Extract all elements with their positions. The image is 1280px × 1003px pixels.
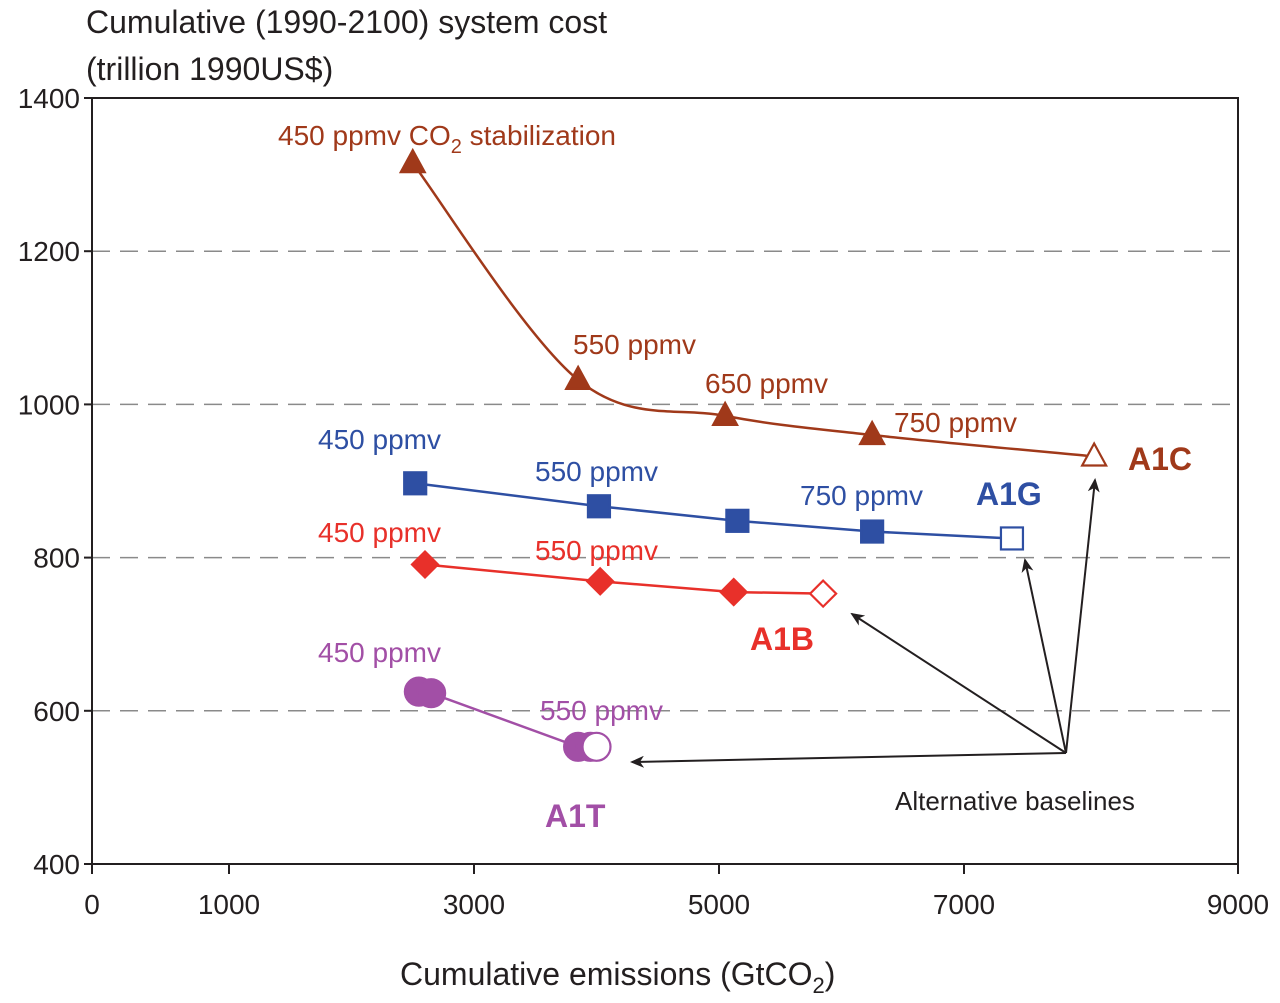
a1g-750-label: 750 ppmv: [800, 480, 923, 511]
arrow-to-a1b: [850, 612, 1067, 754]
point-a1g-1: [586, 494, 612, 519]
series: [398, 147, 1109, 762]
a1g-550-label: 550 ppmv: [535, 456, 658, 487]
x-tick-label: 5000: [688, 889, 750, 920]
axis-ticks: 400 600 800 1000 1200 1400 0 1000 3000 5000 7000 90…: [18, 83, 1269, 920]
series-line-a1b: [424, 563, 824, 595]
baseline-arrows: [630, 478, 1100, 768]
arrow-to-a1g: [1021, 558, 1067, 754]
y-tick-label: 800: [33, 543, 80, 574]
y-tick-label: 1400: [18, 83, 80, 114]
a1g-450-label: 450 ppmv: [318, 424, 441, 455]
y-tick-label: 600: [33, 696, 80, 727]
a1b-series-label: A1B: [750, 621, 814, 657]
a1b-450-label: 450 ppmv: [318, 517, 441, 548]
a1b-550-label: 550 ppmv: [535, 535, 658, 566]
a1c-450-label: 450 ppmv CO2 stabilization: [278, 120, 616, 158]
point-a1b-0: [410, 549, 440, 580]
point-a1b-2: [719, 577, 749, 607]
y-tick-label: 1200: [18, 236, 80, 267]
x-tick-label: 9000: [1207, 889, 1269, 920]
a1c-750-label: 750 ppmv: [894, 407, 1017, 438]
point-a1b-1: [585, 566, 615, 596]
a1c-550-label: 550 ppmv: [573, 329, 696, 360]
y-tick-label: 400: [33, 849, 80, 880]
alternative-baselines-label: Alternative baselines: [895, 786, 1135, 816]
x-tick-label: 1000: [198, 889, 260, 920]
x-tick-label: 3000: [443, 889, 505, 920]
a1t-550-label: 550 ppmv: [540, 695, 663, 726]
a1t-450-label: 450 ppmv: [318, 637, 441, 668]
a1c-series-label: A1C: [1128, 441, 1192, 477]
point-a1c-3: [858, 419, 886, 446]
point-a1g-2: [725, 508, 750, 533]
point-a1c-1: [564, 364, 592, 390]
x-tick-label: 7000: [933, 889, 995, 920]
a1c-650-label: 650 ppmv: [705, 368, 828, 399]
x-axis-title: Cumulative emissions (GtCO2): [400, 956, 835, 998]
arrow-to-a1c: [1065, 478, 1100, 754]
y-axis-title-line-2: (trillion 1990US$): [86, 51, 333, 87]
point-a1c-0: [398, 147, 427, 174]
y-tick-label: 1000: [18, 389, 80, 420]
x-tick-label: 0: [84, 889, 100, 920]
point-a1t-4: [581, 731, 612, 762]
point-a1c-2: [711, 400, 739, 426]
a1g-series-label: A1G: [976, 476, 1042, 512]
point-a1g-0: [403, 471, 428, 496]
point-a1t-1: [416, 678, 447, 709]
y-axis-title-line-1: Cumulative (1990-2100) system cost: [86, 4, 607, 40]
point-a1c-4: [1080, 441, 1109, 467]
arrow-to-a1t: [630, 752, 1067, 768]
point-a1g-3: [860, 519, 885, 544]
a1t-series-label: A1T: [545, 798, 606, 834]
gridlines: [92, 250, 1238, 712]
plot-frame: [91, 97, 1239, 865]
point-a1g-4: [999, 526, 1025, 551]
point-a1b-3: [808, 579, 838, 609]
